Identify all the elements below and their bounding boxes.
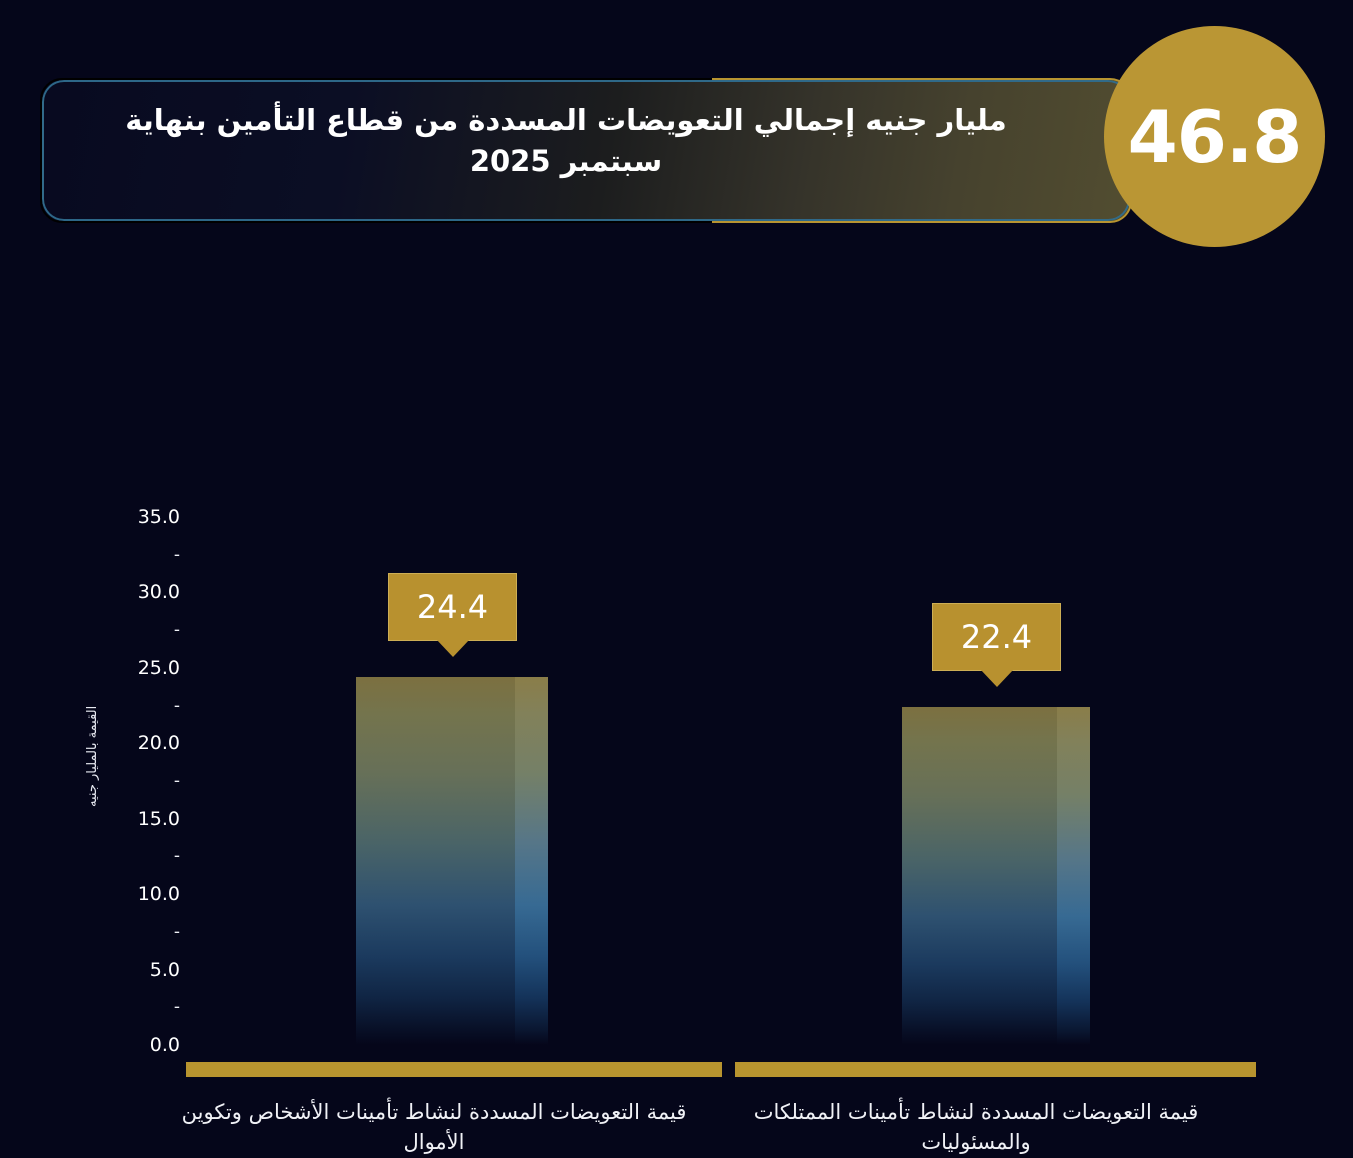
y-axis-tick-label: 10.0 — [137, 883, 180, 906]
x-axis-category-label: قيمة التعويضات المسددة لنشاط تأمينات الم… — [753, 1100, 1199, 1155]
y-axis-minor-tick: - — [173, 921, 180, 942]
callout-arrow-icon — [435, 638, 470, 657]
header-banner-background — [42, 80, 1130, 221]
page-title: مليار جنيه إجمالي التعويضات المسددة من ق… — [125, 103, 1007, 179]
y-axis: 35.0 - 30.0 - 25.0 - 20.0 - 15.0 - 10.0 - 5.0 - 0.0 — [110, 506, 180, 1056]
x-axis-segment — [735, 1062, 1256, 1077]
y-axis-minor-tick: - — [173, 997, 180, 1018]
bar-value-text: 24.4 — [416, 587, 489, 626]
y-axis-minor-tick: - — [173, 771, 180, 791]
x-axis-category-label: قيمة التعويضات المسددة لنشاط تأمينات الأ… — [181, 1100, 687, 1155]
y-axis-minor-tick: - — [173, 620, 180, 641]
y-axis-minor-tick: - — [173, 544, 180, 565]
y-axis-title: القيمة بالمليار جنيه — [85, 705, 100, 807]
y-axis-tick-label: 5.0 — [149, 958, 180, 981]
bar-value-callout: 24.4 — [388, 572, 517, 657]
bar-group — [356, 517, 548, 1045]
y-axis-tick-label: 0.0 — [149, 1034, 180, 1056]
y-axis-tick-label: 30.0 — [137, 581, 180, 604]
bar-value-callout: 22.4 — [932, 603, 1061, 688]
y-axis-tick-label: 35.0 — [137, 506, 180, 528]
bar-value-text: 22.4 — [960, 618, 1033, 657]
bar-side-highlight — [1057, 707, 1090, 1045]
y-axis-tick-label: 25.0 — [137, 656, 180, 679]
header-banner: مليار جنيه إجمالي التعويضات المسددة من ق… — [40, 78, 1132, 223]
kpi-total-value: 46.8 — [1127, 94, 1303, 179]
plot-area: 24.4 22.4 قيمة التعويضات المسددة لنشاط تأم… — [182, 517, 1256, 1154]
bar-chart: القيمة بالمليار جنيه 35.0 - 30.0 - 25.0 - 20.0… — [0, 255, 1353, 1154]
callout-arrow-icon — [979, 669, 1014, 688]
x-axis-segment — [186, 1062, 722, 1077]
bar-side-highlight — [515, 676, 548, 1045]
kpi-total-circle: 46.8 — [1104, 26, 1325, 247]
bar-group — [902, 517, 1090, 1045]
y-axis-tick-label: 20.0 — [137, 732, 180, 755]
y-axis-tick-label: 15.0 — [137, 807, 180, 830]
y-axis-minor-tick: - — [173, 846, 180, 867]
y-axis-minor-tick: - — [173, 695, 180, 716]
